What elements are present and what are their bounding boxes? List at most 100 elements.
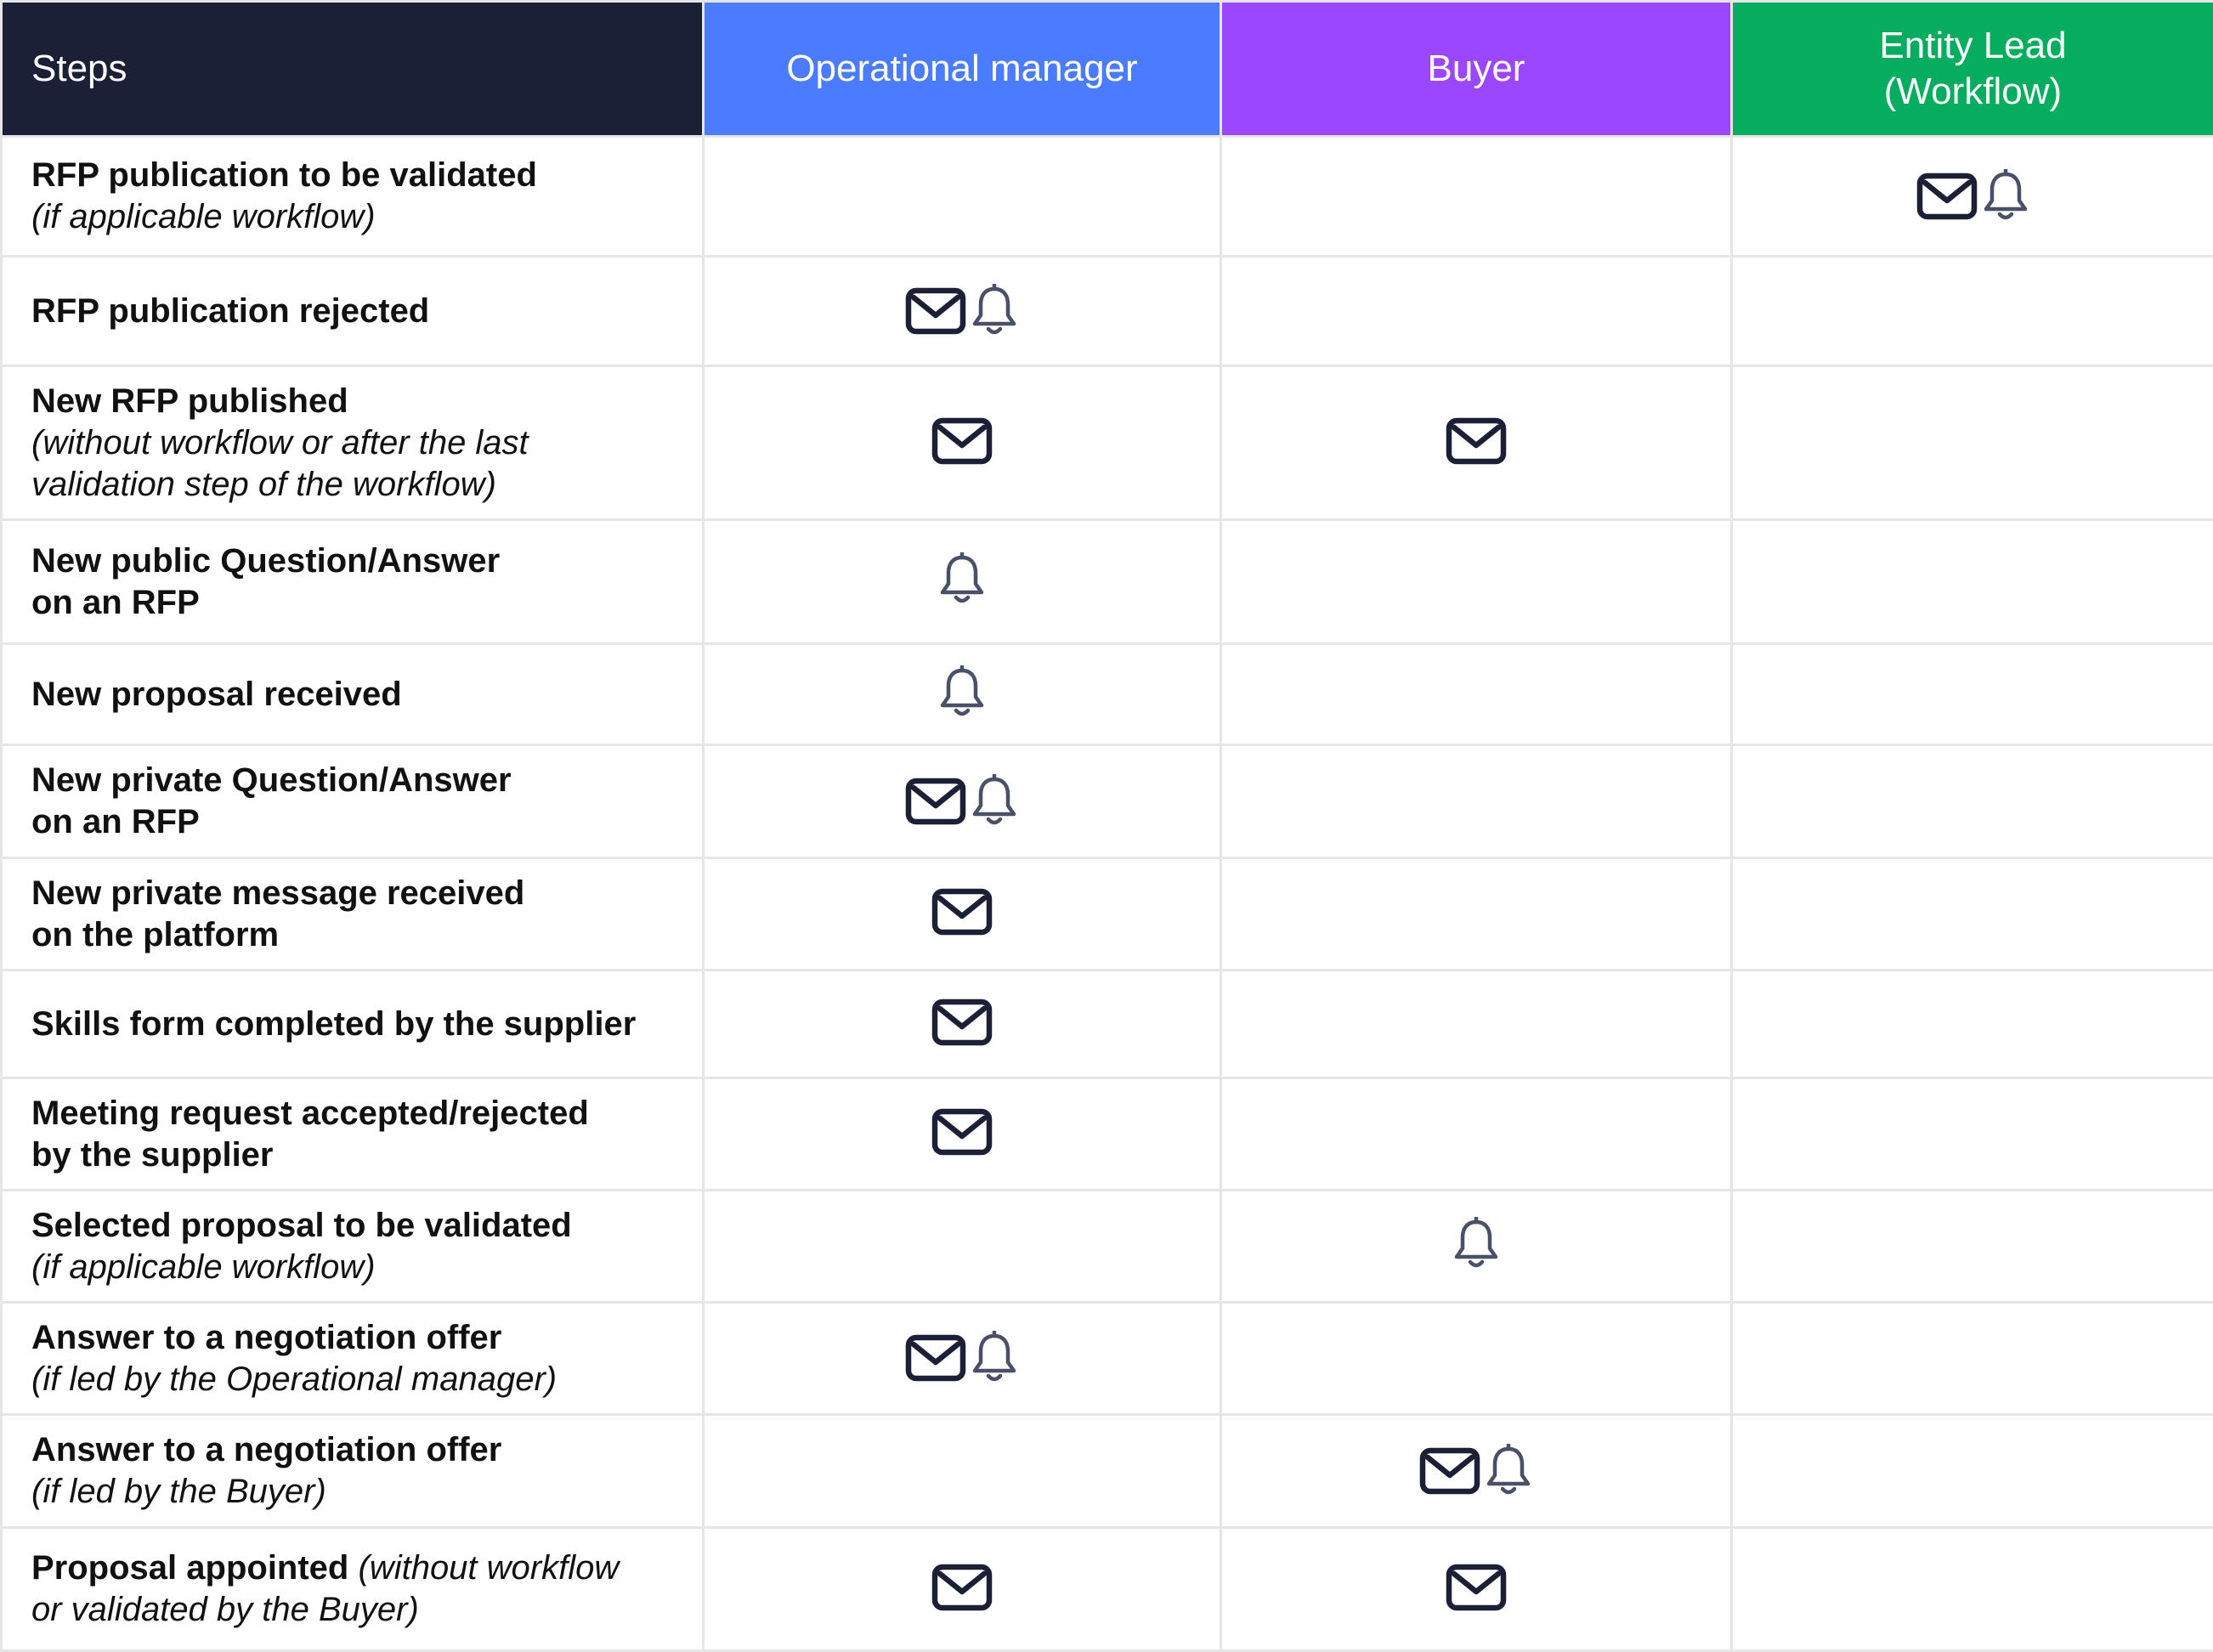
cell-buyer <box>1221 1415 1732 1528</box>
step-cell: Answer to a negotiation offer(if led by … <box>2 1415 704 1528</box>
mail-icon <box>931 1564 993 1611</box>
table-row: New private Question/Answer on an RFP <box>2 745 2213 858</box>
cell-entity-lead <box>1732 1528 2213 1651</box>
step-title: New RFP published <box>31 382 348 420</box>
cell-buyer <box>1221 257 1732 366</box>
step-title-line2: on the platform <box>31 916 279 953</box>
step-cell: Skills form completed by the supplier <box>2 970 704 1078</box>
cell-operational-manager <box>704 257 1221 366</box>
table-row: RFP publication rejected <box>2 257 2213 366</box>
cell-buyer <box>1221 745 1732 858</box>
step-cell: Selected proposal to be validated (if app… <box>2 1191 704 1303</box>
step-note: (if applicable workflow) <box>31 198 376 235</box>
cell-buyer <box>1221 137 1732 257</box>
cell-buyer <box>1221 644 1732 745</box>
cell-operational-manager <box>704 745 1221 858</box>
cell-buyer <box>1221 1078 1732 1191</box>
cell-buyer <box>1221 520 1732 644</box>
mail-icon <box>1446 417 1507 465</box>
icon-group <box>905 774 1019 829</box>
cell-entity-lead <box>1732 257 2213 366</box>
icon-group <box>1452 1217 1501 1271</box>
icon-group <box>1419 1444 1533 1498</box>
step-cell: Answer to a negotiation offer(if led by … <box>2 1303 704 1415</box>
icon-group <box>905 1331 1019 1385</box>
cell-operational-manager <box>704 1415 1221 1528</box>
cell-buyer <box>1221 970 1732 1078</box>
cell-operational-manager <box>704 1303 1221 1415</box>
step-note: (without workflow or after the last <box>31 424 529 461</box>
cell-operational-manager <box>704 137 1221 257</box>
cell-operational-manager <box>704 858 1221 970</box>
icon-group <box>937 665 987 720</box>
step-title: Selected proposal to be validated <box>31 1207 572 1244</box>
step-title: Skills form completed by the supplier <box>31 1005 636 1043</box>
step-cell: RFP publication to be validated (if appli… <box>2 137 704 257</box>
cell-operational-manager <box>704 644 1221 745</box>
table-row: Skills form completed by the supplier <box>2 970 2213 1078</box>
cell-operational-manager <box>704 366 1221 520</box>
icon-group <box>931 888 993 936</box>
step-cell: New proposal received <box>2 644 704 745</box>
bell-icon <box>970 774 1019 829</box>
bell-icon <box>1484 1444 1533 1498</box>
bell-icon <box>1981 169 2030 223</box>
step-title: New proposal received <box>31 676 402 713</box>
table-row: New RFP published (without workflow or af… <box>2 366 2213 520</box>
step-title: RFP publication to be validated <box>31 156 537 194</box>
step-note: or validated by the Buyer) <box>31 1591 419 1628</box>
cell-buyer <box>1221 1528 1732 1651</box>
icon-group <box>937 552 987 607</box>
mail-icon <box>931 888 993 936</box>
cell-entity-lead <box>1732 1078 2213 1191</box>
mail-icon <box>931 999 993 1046</box>
table-row: Answer to a negotiation offer(if led by … <box>2 1303 2213 1415</box>
cell-entity-lead <box>1732 137 2213 257</box>
step-note-inline: (without workflow <box>358 1549 619 1587</box>
cell-buyer <box>1221 366 1732 520</box>
table-row: New proposal received <box>2 644 2213 745</box>
step-cell: New private Question/Answer on an RFP <box>2 745 704 858</box>
mail-icon <box>1419 1447 1480 1495</box>
bell-icon <box>970 284 1019 338</box>
mail-icon <box>931 417 993 465</box>
cell-entity-lead <box>1732 644 2213 745</box>
table-row: Answer to a negotiation offer(if led by … <box>2 1415 2213 1528</box>
bell-icon <box>1452 1217 1501 1271</box>
header-row: Steps Operational manager Buyer Entity L… <box>2 2 2213 137</box>
step-title-line2: on an RFP <box>31 803 200 840</box>
cell-operational-manager <box>704 1191 1221 1303</box>
mail-icon <box>1916 173 1978 220</box>
mail-icon <box>931 1108 993 1156</box>
cell-entity-lead <box>1732 745 2213 858</box>
step-cell: New RFP published (without workflow or af… <box>2 366 704 520</box>
table-row: RFP publication to be validated (if appli… <box>2 137 2213 257</box>
cell-buyer <box>1221 858 1732 970</box>
mail-icon <box>905 778 966 825</box>
step-title: New private Question/Answer <box>31 761 512 799</box>
step-title: New public Question/Answer <box>31 542 500 580</box>
bell-icon <box>970 1331 1019 1385</box>
icon-group <box>931 1108 993 1156</box>
step-note: (if applicable workflow) <box>31 1248 376 1286</box>
step-title-line2: by the supplier <box>31 1136 274 1174</box>
header-buyer: Buyer <box>1221 2 1732 137</box>
mail-icon <box>905 1334 966 1382</box>
step-cell: RFP publication rejected <box>2 257 704 366</box>
cell-entity-lead <box>1732 1191 2213 1303</box>
header-entity-lead-line1: Entity Lead <box>1733 23 2213 69</box>
cell-operational-manager <box>704 1528 1221 1651</box>
step-note: (if led by the Buyer) <box>31 1473 326 1510</box>
icon-group <box>1446 417 1507 465</box>
header-steps: Steps <box>2 2 704 137</box>
cell-buyer <box>1221 1303 1732 1415</box>
icon-group <box>931 1564 993 1611</box>
step-title: RFP publication rejected <box>31 292 429 330</box>
